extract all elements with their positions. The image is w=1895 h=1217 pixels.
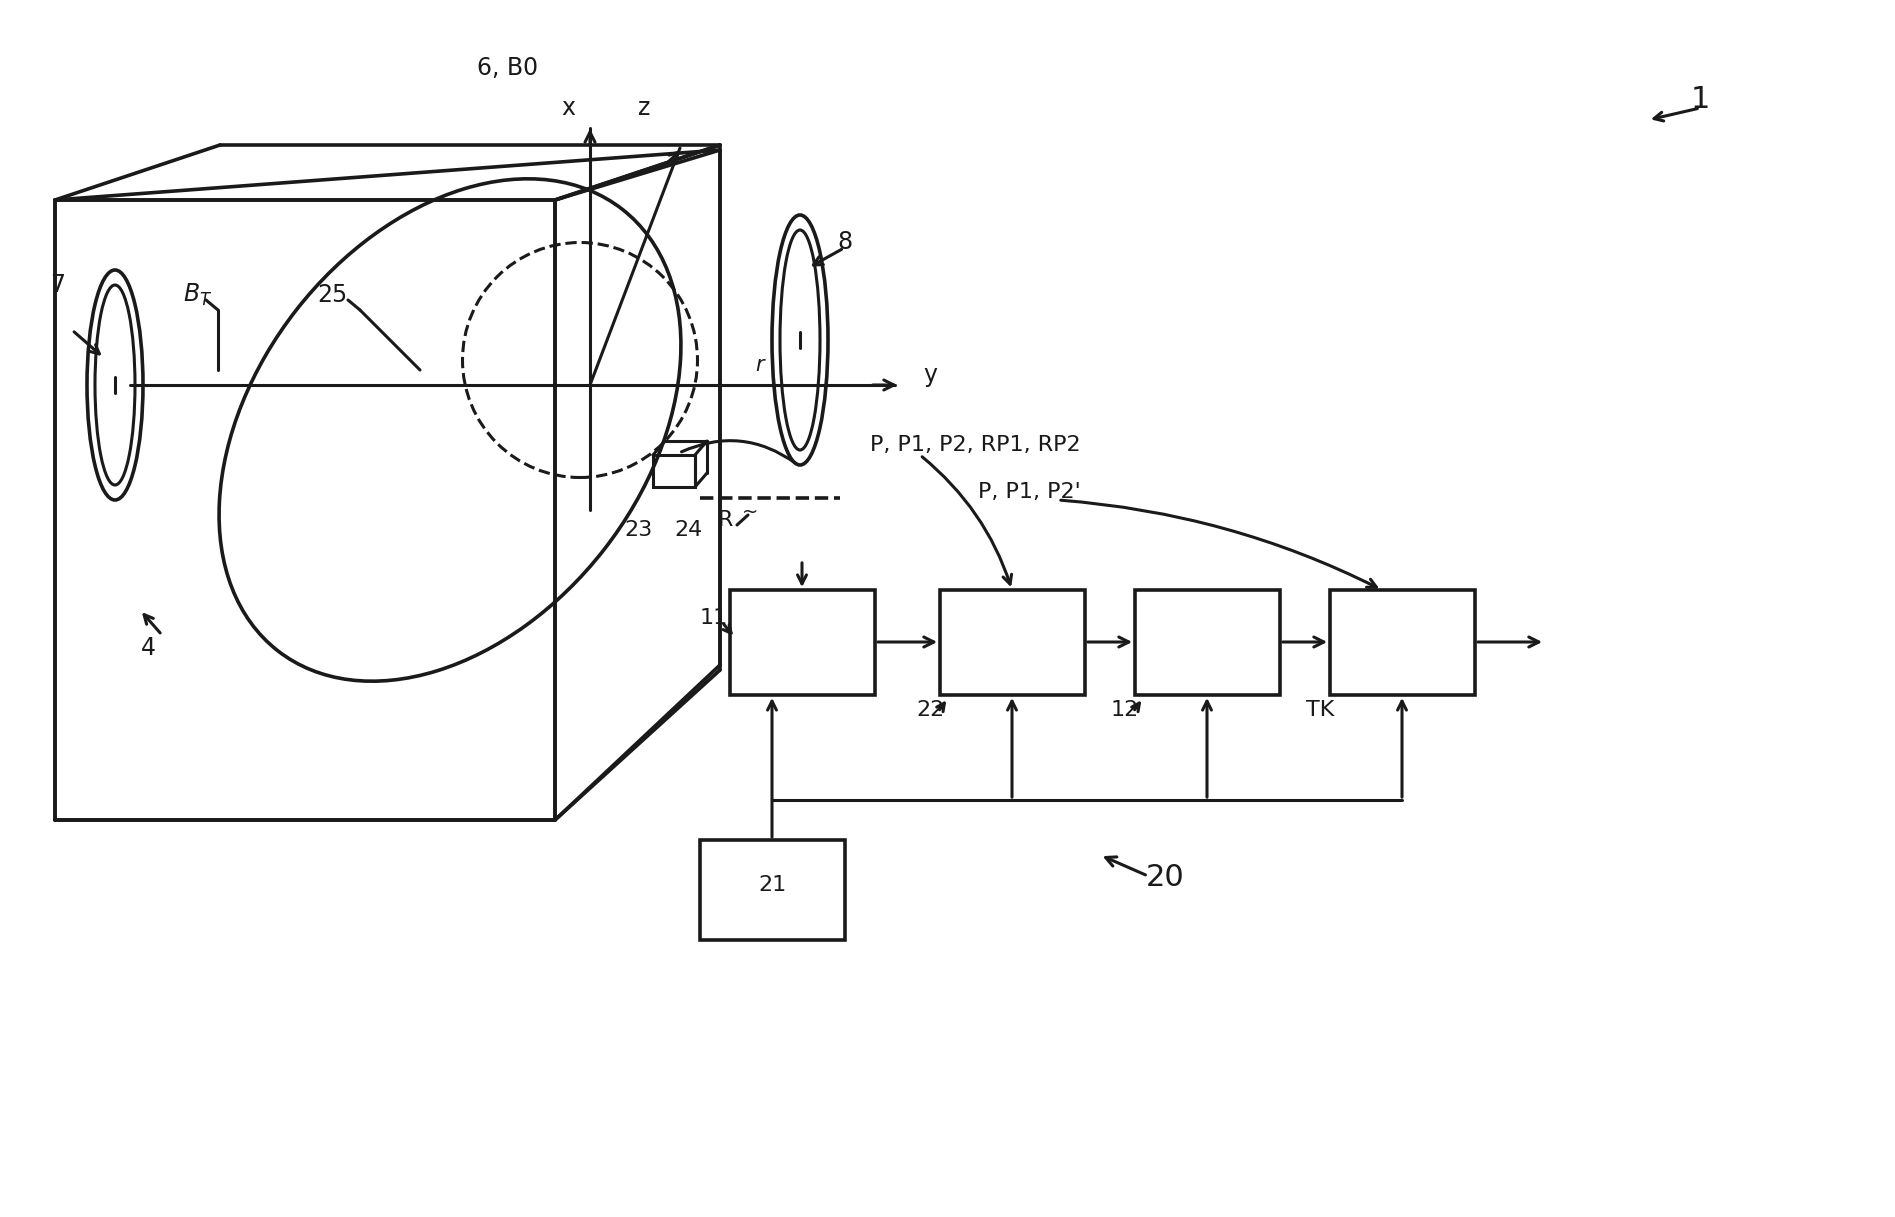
Text: 4: 4 <box>140 636 155 660</box>
Bar <box>699 840 845 940</box>
Text: TK: TK <box>1306 700 1334 720</box>
Text: 22: 22 <box>915 700 944 720</box>
Bar <box>940 590 1086 695</box>
Text: 1: 1 <box>1690 85 1709 114</box>
Bar <box>1135 590 1279 695</box>
Text: $B_T$: $B_T$ <box>184 282 212 308</box>
Bar <box>654 455 695 487</box>
Text: 7: 7 <box>51 273 66 297</box>
Text: 25: 25 <box>316 284 347 307</box>
Text: 6, B0: 6, B0 <box>478 56 538 80</box>
Text: x: x <box>561 96 574 120</box>
Text: P, P1, P2': P, P1, P2' <box>978 482 1080 501</box>
FancyArrowPatch shape <box>682 441 796 464</box>
Text: 24: 24 <box>675 520 703 540</box>
FancyArrowPatch shape <box>1061 500 1376 588</box>
Text: 11: 11 <box>699 608 728 628</box>
Text: y: y <box>923 363 936 387</box>
Text: 21: 21 <box>758 875 786 894</box>
Text: 8: 8 <box>838 230 853 254</box>
Text: P, P1, P2, RP1, RP2: P, P1, P2, RP1, RP2 <box>870 434 1080 455</box>
Text: r: r <box>756 355 764 375</box>
Text: 12: 12 <box>1110 700 1139 720</box>
FancyArrowPatch shape <box>923 456 1012 584</box>
Bar <box>1330 590 1474 695</box>
Text: 20: 20 <box>1146 864 1184 892</box>
Text: z: z <box>639 96 650 120</box>
Text: 23: 23 <box>623 520 652 540</box>
Bar <box>730 590 875 695</box>
Text: R: R <box>718 510 733 529</box>
Text: ~: ~ <box>743 503 758 522</box>
